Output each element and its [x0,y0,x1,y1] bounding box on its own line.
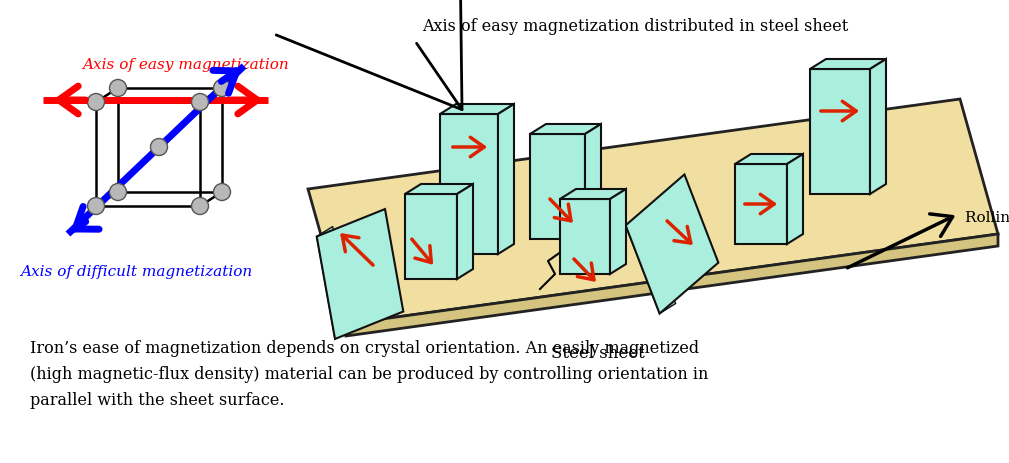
Polygon shape [317,210,404,339]
Text: Axis of easy magnetization distributed in steel sheet: Axis of easy magnetization distributed i… [422,18,849,35]
Text: Axis of easy magnetization: Axis of easy magnetization [82,58,289,72]
Polygon shape [787,155,803,244]
Circle shape [88,198,105,215]
Polygon shape [626,175,718,314]
Circle shape [192,94,209,111]
Polygon shape [735,155,803,165]
Polygon shape [308,100,998,324]
Polygon shape [346,234,998,336]
Polygon shape [810,70,870,194]
Polygon shape [626,216,676,314]
Polygon shape [735,165,787,244]
Polygon shape [405,194,457,279]
Polygon shape [530,135,585,239]
Text: Rolling direction: Rolling direction [965,211,1009,225]
Polygon shape [585,125,601,239]
Circle shape [110,184,126,201]
Text: Axis of difficult magnetization: Axis of difficult magnetization [20,264,252,278]
Circle shape [192,198,209,215]
Polygon shape [498,105,514,255]
Circle shape [214,80,230,97]
Polygon shape [560,200,610,275]
Circle shape [214,184,230,201]
Text: Steel sheet: Steel sheet [551,344,645,361]
Circle shape [88,94,105,111]
Polygon shape [457,185,473,279]
Circle shape [110,80,126,97]
Polygon shape [317,227,351,339]
Polygon shape [610,189,626,275]
Polygon shape [405,185,473,194]
Text: Iron’s ease of magnetization depends on crystal orientation. An easily magnetize: Iron’s ease of magnetization depends on … [30,339,708,408]
Polygon shape [440,115,498,255]
Polygon shape [560,189,626,200]
Polygon shape [810,60,886,70]
Circle shape [150,139,167,156]
Polygon shape [870,60,886,194]
Polygon shape [440,105,514,115]
Polygon shape [530,125,601,135]
